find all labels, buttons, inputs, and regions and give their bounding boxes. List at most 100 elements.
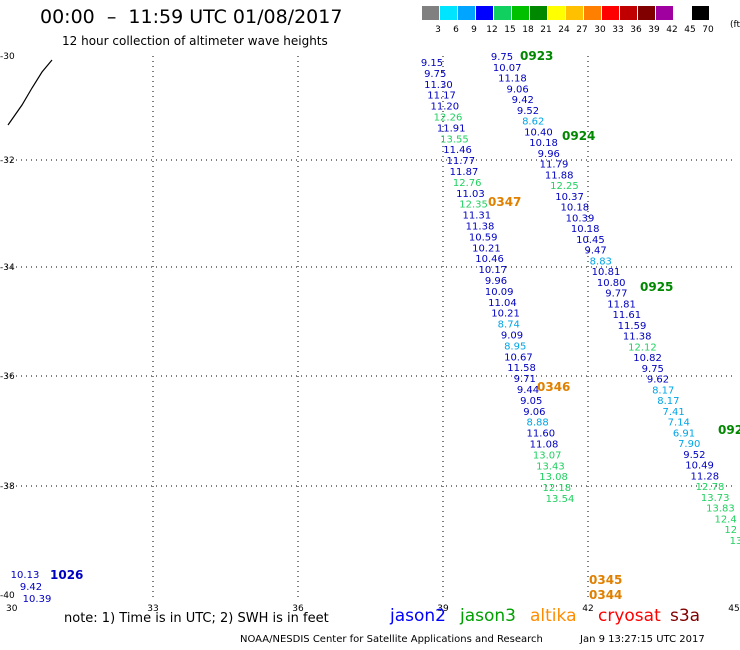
jason3-reading: 10.40 (524, 127, 553, 138)
jason2-reading: 10.13 (11, 570, 40, 581)
jason3-reading: 11.28 (690, 471, 719, 482)
x-tick-label: 42 (582, 604, 593, 614)
colorbar-label: 15 (504, 25, 516, 35)
jason3-reading: 10.39 (566, 213, 595, 224)
jason3-reading: 10.07 (493, 63, 522, 74)
jason3-reading: 10.18 (571, 224, 600, 235)
jason3-reading: 9.52 (517, 106, 539, 117)
altika-reading: 9.44 (517, 385, 539, 396)
altika-reading: 9.71 (514, 374, 536, 385)
colorbar-swatch (440, 6, 457, 20)
jason3-reading: 9.62 (647, 375, 669, 386)
altika-reading: 11.91 (437, 123, 466, 134)
colorbar-label: 3 (435, 25, 441, 35)
jason3-reading: 10.37 (555, 192, 584, 203)
jason3-reading: 10.81 (592, 267, 621, 278)
colorbar-label: 12 (486, 25, 498, 35)
legend-jason3: jason3 (460, 606, 516, 626)
colorbar-swatch (602, 6, 619, 20)
y-tick-label: -30 (0, 52, 15, 62)
colorbar-swatch (530, 6, 547, 20)
altika-reading: 11.87 (450, 167, 479, 178)
jason3-reading: 12.12 (628, 342, 657, 353)
colorbar-swatch (476, 6, 493, 20)
jason3-reading: 7.41 (662, 407, 684, 418)
y-tick-label: -38 (0, 482, 15, 492)
altika-reading: 11.46 (443, 145, 472, 156)
jason3-reading: 12.4 (714, 514, 736, 525)
note-text: note: 1) Time is in UTC; 2) SWH is in fe… (64, 611, 329, 626)
y-tick-label: -40 (0, 591, 15, 601)
jason3-reading: 11.61 (612, 310, 641, 321)
colorbar-label: 42 (666, 25, 678, 35)
jason3-reading: 9.52 (683, 450, 705, 461)
jason3-reading: 9.06 (506, 84, 528, 95)
altika-reading: 11.20 (430, 102, 459, 113)
altika-reading: 11.30 (424, 80, 453, 91)
colorbar-label: 24 (558, 25, 570, 35)
colorbar-swatch (548, 6, 565, 20)
jason3-reading: 13 (730, 536, 740, 547)
altika-reading: 12.26 (434, 113, 463, 124)
jason3-reading: 7.14 (668, 418, 690, 429)
y-tick-label: -36 (0, 372, 15, 382)
colorbar-swatch (512, 6, 529, 20)
jason3-reading: 9.77 (605, 289, 627, 300)
altika-reading: 13.55 (440, 134, 469, 145)
altika-reading: 8.88 (526, 418, 548, 429)
altika-reading: 9.15 (421, 58, 443, 69)
colorbar-label: 45 (684, 25, 696, 35)
jason3-reading: 9.47 (584, 246, 606, 257)
y-tick-label: -34 (0, 263, 15, 273)
altika-reading: 10.21 (472, 243, 501, 254)
jason3-reading: 11.18 (498, 74, 527, 85)
jason3-reading: 11.88 (545, 170, 574, 181)
x-tick-label: 33 (147, 604, 158, 614)
colorbar-swatch (584, 6, 601, 20)
altika-reading: 11.04 (488, 298, 517, 309)
pass-time-label: 0344 (589, 588, 622, 602)
colorbar-label: 18 (522, 25, 534, 35)
colorbar-label: 30 (594, 25, 606, 35)
altika-reading: 9.05 (520, 396, 542, 407)
footer-timestamp: Jan 9 13:27:15 UTC 2017 (580, 634, 705, 645)
jason3-reading: 12.25 (550, 181, 579, 192)
altika-reading: 9.96 (485, 276, 507, 287)
altika-reading: 10.17 (478, 265, 507, 276)
altika-reading: 11.58 (507, 363, 536, 374)
jason3-reading: 10.82 (633, 353, 662, 364)
jason3-reading: 11.79 (540, 160, 569, 171)
altika-reading: 10.21 (491, 309, 520, 320)
colorbar-label: 27 (576, 25, 588, 35)
altika-reading: 13.08 (539, 472, 568, 483)
altika-reading: 11.03 (456, 189, 485, 200)
jason3-reading: 10.49 (685, 461, 714, 472)
jason3-reading: 7.90 (678, 439, 700, 450)
altika-reading: 11.31 (462, 211, 491, 222)
x-tick-label: 39 (437, 604, 449, 614)
altika-reading: 9.06 (523, 407, 545, 418)
colorbar-swatch (656, 6, 673, 20)
jason3-reading: 9.75 (491, 52, 513, 63)
pass-time-label: 0923 (520, 49, 553, 63)
colorbar-swatch (674, 6, 691, 20)
altika-reading: 10.59 (469, 232, 498, 243)
altika-reading: 10.46 (475, 254, 504, 265)
altika-reading: 10.09 (485, 287, 514, 298)
jason3-reading: 9.42 (512, 95, 534, 106)
footer-credit: NOAA/NESDIS Center for Satellite Applica… (240, 634, 543, 645)
colorbar-swatch (422, 6, 439, 20)
colorbar-swatch (494, 6, 511, 20)
map-subtitle: 12 hour collection of altimeter wave hei… (62, 34, 328, 48)
pass-time-label: 0345 (589, 573, 622, 587)
colorbar-label: 36 (630, 25, 642, 35)
pass-time-label: 0925 (640, 280, 673, 294)
jason3-reading: 8.62 (522, 117, 544, 128)
jason3-reading: 8.83 (590, 256, 612, 267)
altika-reading: 12.35 (459, 200, 488, 211)
jason3-reading: 12 (724, 525, 737, 536)
colorbar-swatch (638, 6, 655, 20)
altika-reading: 11.60 (526, 429, 555, 440)
altika-reading: 13.43 (536, 461, 565, 472)
